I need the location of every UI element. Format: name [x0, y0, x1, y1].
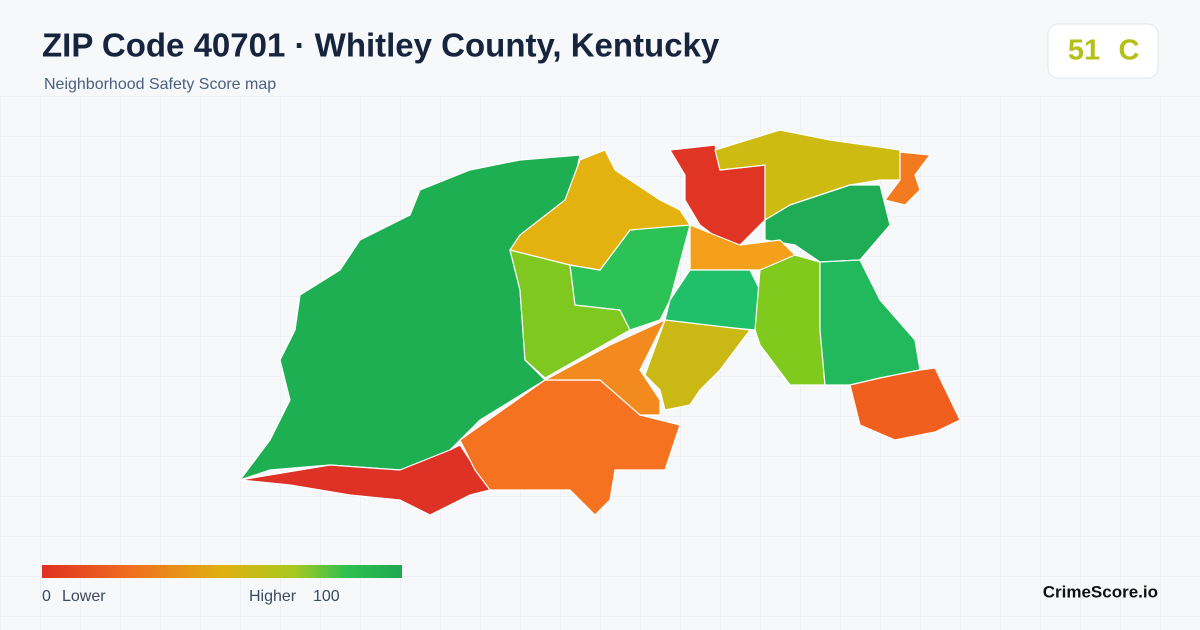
legend-max-label: Higher	[249, 588, 297, 605]
legend-min: 0	[42, 588, 51, 605]
score-value: 51	[1068, 35, 1100, 67]
legend-scale	[42, 565, 402, 578]
region	[509, 149, 691, 271]
region	[849, 367, 961, 441]
brand: CrimeScore.io	[1043, 582, 1158, 601]
region	[239, 154, 581, 481]
region	[644, 319, 751, 411]
score-box	[1047, 23, 1159, 79]
page-title: ZIP Code 40701 · Whitley County, Kentuck…	[42, 27, 720, 64]
score-grade: C	[1119, 35, 1140, 67]
map-regions	[239, 129, 961, 516]
region	[544, 319, 666, 416]
region	[239, 444, 491, 516]
legend-max: 100	[313, 588, 340, 605]
region	[714, 129, 906, 221]
region	[884, 151, 931, 206]
legend-min-label: Lower	[62, 588, 106, 605]
page-subtitle: Neighborhood Safety Score map	[44, 76, 276, 93]
